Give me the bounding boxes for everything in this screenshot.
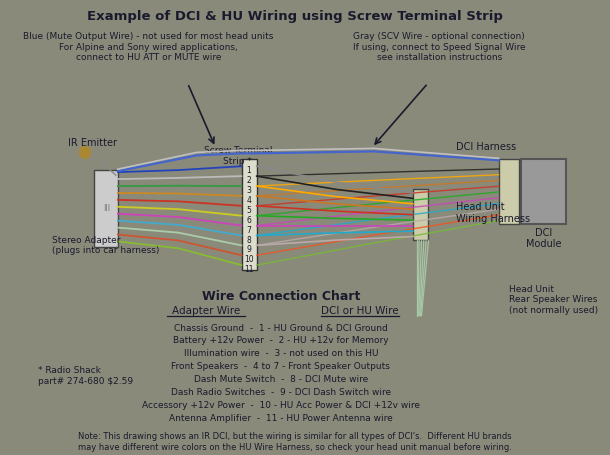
Text: 9: 9 <box>246 245 251 254</box>
Text: Antenna Amplifier  -  11 - HU Power Antenna wire: Antenna Amplifier - 11 - HU Power Antenn… <box>169 413 393 422</box>
Text: connect to HU ATT or MUTE wire: connect to HU ATT or MUTE wire <box>76 53 221 62</box>
Text: Wire Connection Chart: Wire Connection Chart <box>201 289 360 302</box>
Text: 1: 1 <box>246 166 251 175</box>
Text: Gray (SCV Wire - optional connection): Gray (SCV Wire - optional connection) <box>353 31 525 40</box>
Text: Example of DCI & HU Wiring using Screw Terminal Strip: Example of DCI & HU Wiring using Screw T… <box>87 10 503 23</box>
Text: 2: 2 <box>246 176 251 185</box>
Bar <box>413 190 428 241</box>
Text: Chassis Ground  -  1 - HU Ground & DCI Ground: Chassis Ground - 1 - HU Ground & DCI Gro… <box>174 323 387 332</box>
Bar <box>242 160 257 271</box>
Text: |||: ||| <box>103 204 110 211</box>
Text: Adapter Wire: Adapter Wire <box>172 305 240 315</box>
Text: Accessory +12v Power  -  10 - HU Acc Power & DCI +12v wire: Accessory +12v Power - 10 - HU Acc Power… <box>142 400 420 409</box>
Text: DCI
Module: DCI Module <box>526 227 561 248</box>
Text: If using, connect to Speed Signal Wire: If using, connect to Speed Signal Wire <box>353 42 525 51</box>
Text: Head Unit
Wiring Harness: Head Unit Wiring Harness <box>456 202 530 223</box>
Text: IR Emitter: IR Emitter <box>68 138 117 148</box>
Text: DCI or HU Wire: DCI or HU Wire <box>321 305 399 315</box>
Text: Battery +12v Power  -  2 - HU +12v for Memory: Battery +12v Power - 2 - HU +12v for Mem… <box>173 336 389 345</box>
Text: Stereo Adapter
(plugs into car harness): Stereo Adapter (plugs into car harness) <box>52 235 160 254</box>
Text: Front Speakers  -  4 to 7 - Front Speaker Outputs: Front Speakers - 4 to 7 - Front Speaker … <box>171 361 390 370</box>
Bar <box>499 160 519 224</box>
Text: 4: 4 <box>246 196 251 204</box>
Text: 6: 6 <box>246 215 251 224</box>
Text: Screw Terminal
Strip *: Screw Terminal Strip * <box>204 146 272 166</box>
Text: Dash Mute Switch  -  8 - DCI Mute wire: Dash Mute Switch - 8 - DCI Mute wire <box>193 374 368 383</box>
Text: 7: 7 <box>246 225 251 234</box>
Text: Head Unit
Rear Speaker Wires
(not normally used): Head Unit Rear Speaker Wires (not normal… <box>509 284 598 314</box>
Text: For Alpine and Sony wired applications,: For Alpine and Sony wired applications, <box>59 42 238 51</box>
Text: * Radio Shack
part# 274-680 $2.59: * Radio Shack part# 274-680 $2.59 <box>38 365 134 384</box>
Text: Blue (Mute Output Wire) - not used for most head units: Blue (Mute Output Wire) - not used for m… <box>23 31 274 40</box>
Circle shape <box>79 147 91 159</box>
Text: DCI Harness: DCI Harness <box>456 141 516 151</box>
Text: Dash Radio Switches  -  9 - DCI Dash Switch wire: Dash Radio Switches - 9 - DCI Dash Switc… <box>171 387 391 396</box>
Text: see installation instructions: see installation instructions <box>376 53 502 62</box>
Text: 8: 8 <box>246 235 251 244</box>
Text: Note: This drawing shows an IR DCI, but the wiring is similar for all types of D: Note: This drawing shows an IR DCI, but … <box>78 431 512 451</box>
Text: 3: 3 <box>246 186 251 195</box>
Text: 11: 11 <box>245 265 254 273</box>
Text: Illumination wire  -  3 - not used on this HU: Illumination wire - 3 - not used on this… <box>184 349 378 358</box>
Text: 5: 5 <box>246 205 251 214</box>
Bar <box>95 171 118 248</box>
Bar <box>521 160 566 224</box>
Text: 10: 10 <box>244 255 254 264</box>
